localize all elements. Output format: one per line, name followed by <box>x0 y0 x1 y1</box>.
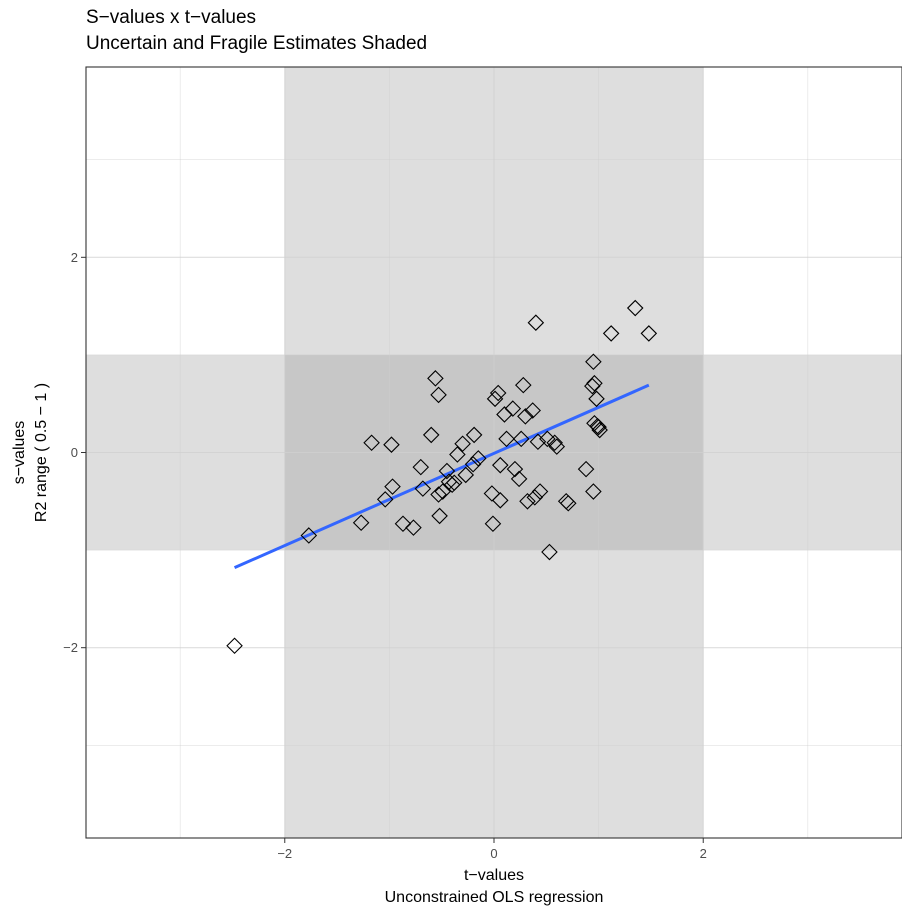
data-point <box>640 325 658 342</box>
data-point <box>457 466 475 484</box>
data-point <box>512 430 530 448</box>
axes: −2 0 2 −2 0 2 <box>63 250 707 861</box>
data-point <box>504 400 522 417</box>
data-point <box>626 299 644 317</box>
y-tick-label: 2 <box>71 250 78 265</box>
data-point <box>226 637 243 655</box>
chart-title: S−values x t−values <box>86 7 257 28</box>
data-point <box>539 430 556 448</box>
data-point <box>526 489 544 506</box>
data-point <box>489 384 507 402</box>
data-point <box>384 478 401 495</box>
data-point <box>383 436 400 453</box>
data-point <box>434 483 452 500</box>
data-point <box>300 527 318 544</box>
data-point <box>588 390 605 408</box>
y-axis-subtitle: R2 range ( 0.5 − 1 ) <box>33 383 50 522</box>
data-point <box>483 485 501 502</box>
x-tick-label: −2 <box>277 846 292 861</box>
data-points <box>226 299 658 655</box>
chart-subtitle: Uncertain and Fragile Estimates Shaded <box>86 33 428 54</box>
data-point <box>470 450 487 467</box>
x-tick-label: 0 <box>490 846 497 861</box>
data-point <box>602 325 620 342</box>
data-point <box>506 460 524 478</box>
data-point <box>510 470 528 488</box>
data-point <box>541 543 558 561</box>
y-tick-label: −2 <box>63 640 78 655</box>
data-point <box>591 421 608 439</box>
data-point <box>498 430 515 448</box>
data-point <box>363 434 380 452</box>
data-point <box>590 418 607 436</box>
data-point <box>438 462 456 480</box>
data-point <box>517 408 534 425</box>
data-point <box>430 386 447 404</box>
x-tick-label: 2 <box>700 846 707 861</box>
data-point <box>585 483 602 500</box>
data-point <box>491 456 509 474</box>
data-point <box>352 514 370 532</box>
data-point <box>548 438 566 455</box>
data-point <box>449 446 466 463</box>
x-axis-title: t−values <box>464 867 524 884</box>
data-point <box>414 480 432 497</box>
data-point <box>529 433 547 451</box>
y-tick-label: 0 <box>71 445 78 460</box>
data-point <box>422 426 440 444</box>
x-axis-subtitle: Unconstrained OLS regression <box>385 889 604 906</box>
data-point <box>445 474 463 492</box>
data-point <box>427 370 444 387</box>
data-point <box>519 493 536 510</box>
y-axis-title: s−values <box>11 421 28 485</box>
data-point <box>559 494 577 512</box>
data-point <box>515 376 532 394</box>
data-point <box>531 483 549 500</box>
data-point <box>585 353 602 371</box>
data-point <box>546 434 563 452</box>
data-point <box>491 492 509 509</box>
data-point <box>430 486 447 503</box>
data-point <box>376 491 394 508</box>
data-point <box>454 435 471 452</box>
data-point <box>465 426 483 444</box>
data-point <box>412 458 430 476</box>
data-point <box>586 374 603 392</box>
data-point <box>577 460 595 478</box>
data-point <box>524 402 541 419</box>
data-point <box>394 515 412 533</box>
data-point <box>405 519 422 536</box>
data-point <box>486 390 504 408</box>
data-point <box>464 455 482 473</box>
data-point <box>527 314 545 331</box>
data-point <box>431 507 448 525</box>
data-point <box>484 515 502 533</box>
